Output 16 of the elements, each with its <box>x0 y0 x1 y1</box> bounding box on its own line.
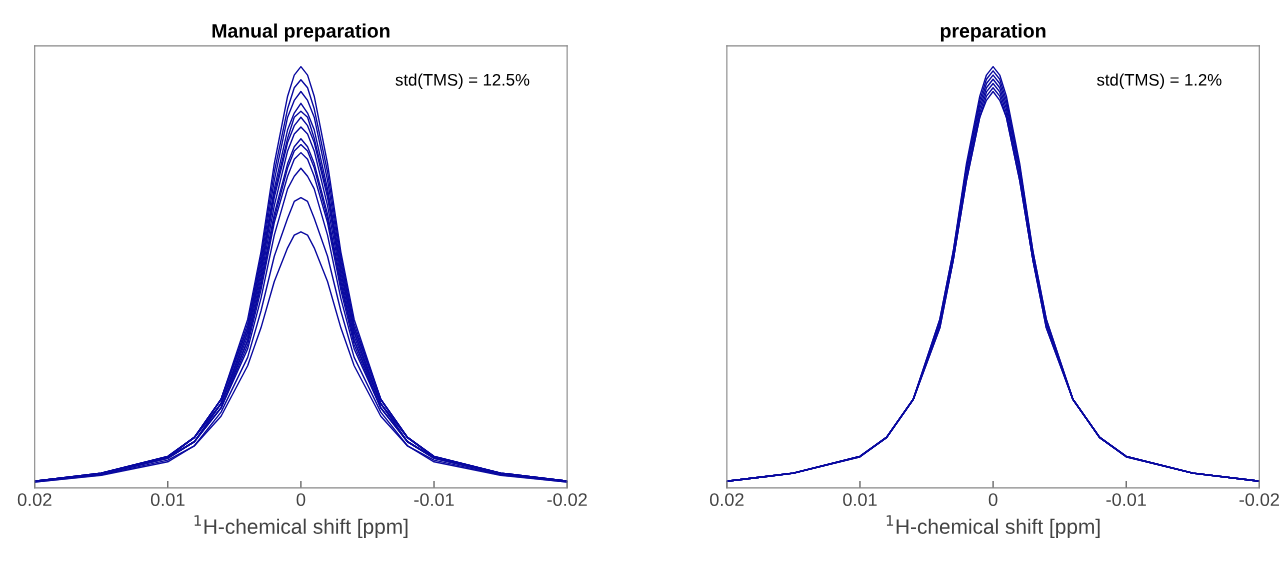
annotation: std(TMS) = 1.2% <box>1097 73 1222 90</box>
x-tick-label: -0.02 <box>547 493 587 507</box>
x-tick-label: 0.02 <box>17 493 52 507</box>
x-tick-label: 0.01 <box>843 493 877 507</box>
x-tick-label: -0.01 <box>1106 493 1146 507</box>
x-tick-label: -0.01 <box>414 493 454 507</box>
chart-title: Manual preparation <box>212 23 390 42</box>
annotation: std(TMS) = 12.5% <box>395 73 530 90</box>
x-axis-title: $^{1}$H-chemical shift [ppm] <box>886 515 1100 539</box>
x-tick-label: 0 <box>296 493 306 507</box>
x-axis-title: $^{1}$H-chemical shift [ppm] <box>194 515 408 539</box>
x-tick-label: -0.02 <box>1239 493 1279 507</box>
x-tick-label: 0.02 <box>710 493 744 507</box>
x-tick-label: 0.01 <box>150 493 185 507</box>
chart-title: preparation <box>940 23 1046 42</box>
x-tick-label: 0 <box>988 493 998 507</box>
